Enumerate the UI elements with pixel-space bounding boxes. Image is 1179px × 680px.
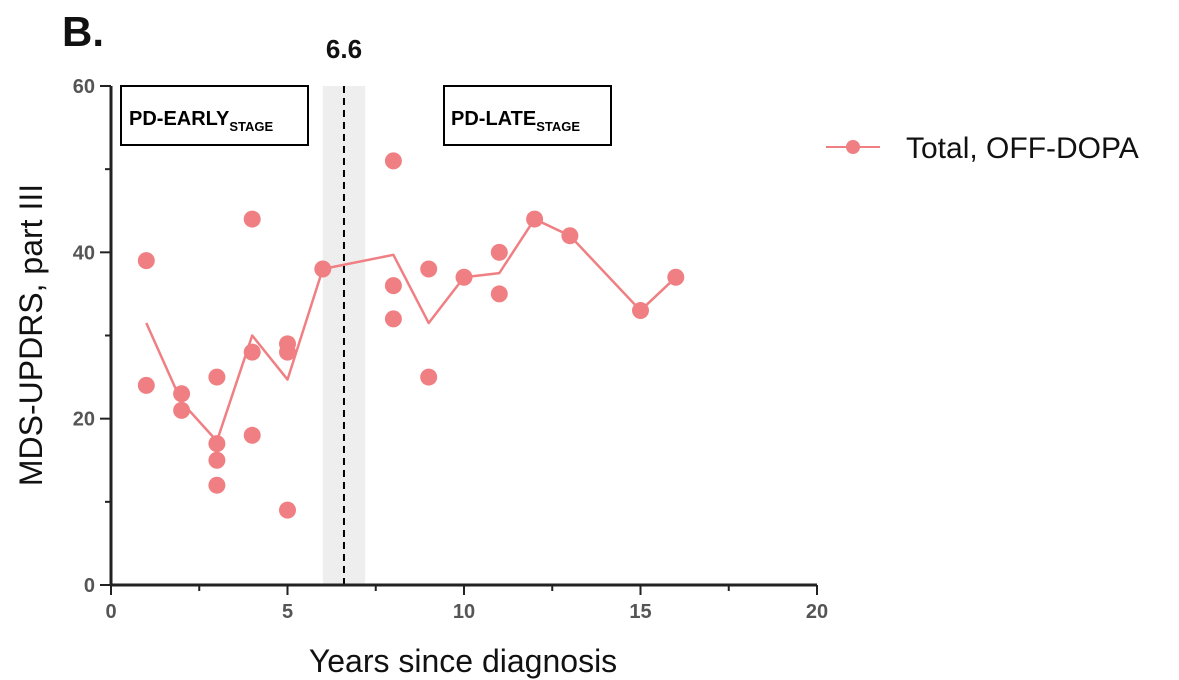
data-point [208,435,226,453]
legend: Total, OFF-DOPA [826,132,1139,165]
x-tick-label: 15 [629,601,651,623]
data-point [632,302,649,320]
svg-text:PD-EARLYSTAGE: PD-EARLYSTAGE [129,108,274,134]
data-point [173,385,191,403]
y-tick-label: 40 [73,242,95,264]
data-point [208,476,226,494]
data-point [455,268,473,286]
y-tick-label: 20 [73,409,95,431]
y-tick-label: 60 [73,76,95,98]
series-line [145,217,677,443]
data-point [314,260,332,278]
x-axis-title: Years since diagnosis [309,643,617,679]
data-point [420,368,438,386]
stage-box-early: PD-EARLYSTAGE [120,85,309,146]
axes: 0 5 10 15 20 0 20 40 60 [73,76,828,623]
threshold-label: 6.6 [326,34,362,64]
stage-early-label: PD-EARLY [129,108,230,130]
data-point [137,376,155,394]
panel-label: B. [62,8,104,55]
data-point [490,243,508,261]
stage-late-sub: STAGE [536,119,580,134]
data-point [279,343,296,361]
data-point [243,343,261,361]
data-point [667,268,685,286]
data-point [490,285,508,303]
data-point [208,451,226,469]
x-tick-label: 10 [453,601,475,623]
x-tick-label: 20 [806,601,828,623]
series-points-group [137,152,685,519]
data-point [243,210,261,228]
data-point [279,501,296,519]
data-point [384,152,402,170]
svg-text:PD-LATESTAGE: PD-LATESTAGE [451,108,580,134]
y-axis-title: MDS-UPDRS, part III [13,184,49,486]
stage-early-sub: STAGE [229,119,273,134]
series-line-group [145,217,677,443]
y-tick-label: 0 [84,575,95,597]
data-point [561,227,579,245]
data-point [384,277,402,295]
stage-late-label: PD-LATE [451,108,536,130]
threshold-band [322,86,366,585]
data-point [526,210,544,228]
data-point [173,401,191,419]
legend-marker [846,140,860,154]
legend-label: Total, OFF-DOPA [906,132,1139,165]
stage-box-late: PD-LATESTAGE [443,85,612,146]
x-tick-label: 0 [105,601,116,623]
data-point [137,252,155,270]
data-point [384,310,402,328]
x-tick-label: 5 [282,601,293,623]
data-point [420,260,438,278]
data-point [208,368,226,386]
data-point [243,426,261,444]
